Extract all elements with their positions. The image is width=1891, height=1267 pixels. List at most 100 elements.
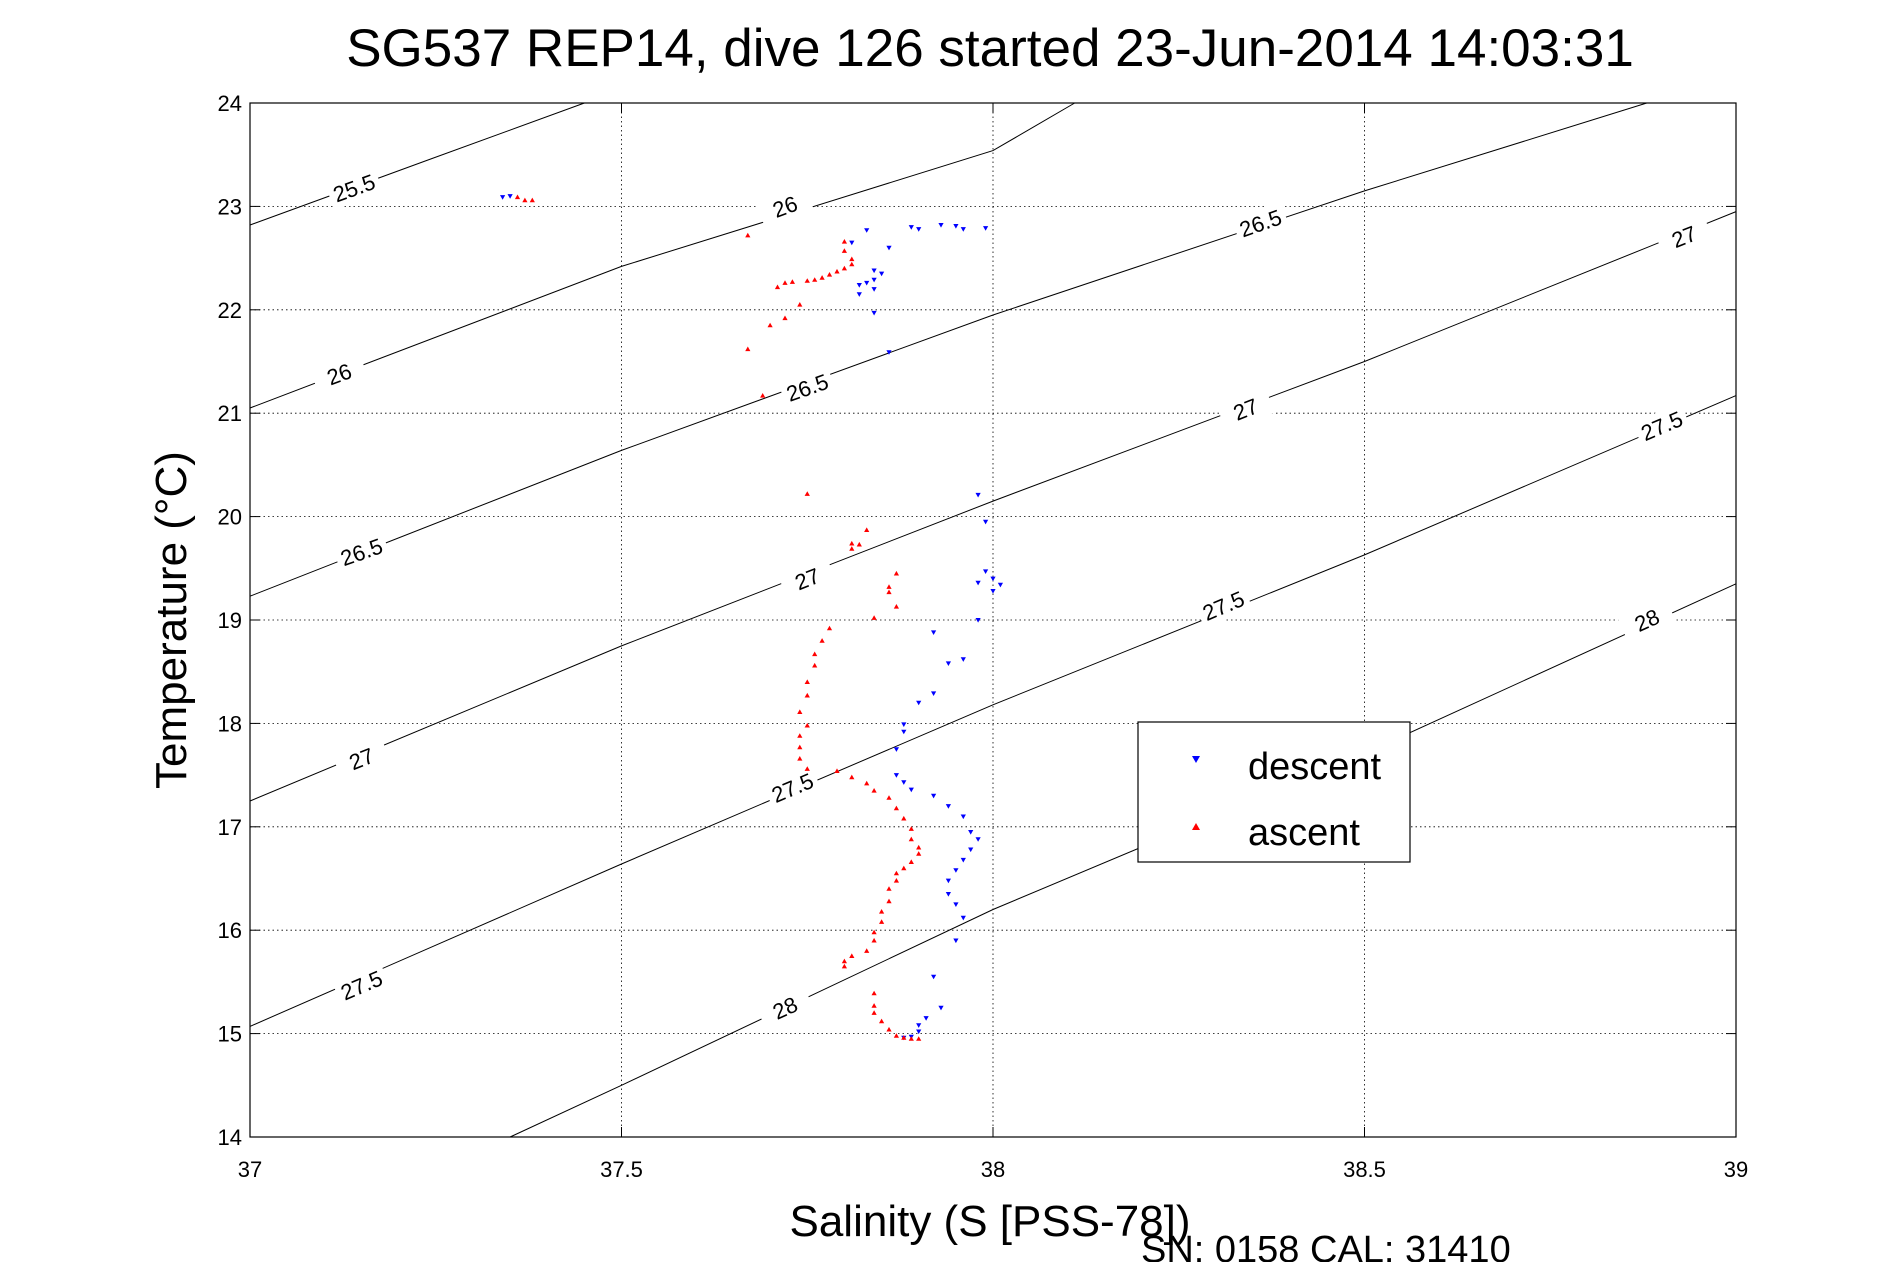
ascent-point xyxy=(849,774,855,780)
ascent-point xyxy=(797,733,803,738)
descent-point xyxy=(893,773,899,778)
ascent-point xyxy=(804,491,810,496)
ascent-point xyxy=(864,780,870,786)
footer-serial-cal: SN: 0158 CAL: 31410 xyxy=(1141,1229,1511,1262)
y-tick-label: 22 xyxy=(218,298,242,323)
ascent-point xyxy=(871,1010,877,1015)
descent-point xyxy=(960,227,966,232)
ascent-point xyxy=(841,963,847,969)
descent-point xyxy=(901,722,907,727)
contour-label-background xyxy=(755,984,815,1032)
x-axis-ticks: 37 37.5 38 38.5 39 xyxy=(238,103,1748,1182)
ascent-point xyxy=(812,277,818,282)
descent-point xyxy=(968,830,974,835)
contour-label-background xyxy=(1231,201,1290,245)
contour-label-background xyxy=(332,735,391,782)
ascent-point xyxy=(849,953,855,958)
ascent-point xyxy=(797,302,803,307)
ascent-point xyxy=(871,937,877,943)
descent-point xyxy=(945,661,951,666)
ascent-point xyxy=(893,1033,899,1038)
ascent-point xyxy=(849,546,855,551)
descent-point xyxy=(856,283,862,288)
x-tick-label: 37 xyxy=(238,1157,262,1182)
descent-point xyxy=(864,228,870,233)
ascent-point xyxy=(871,990,877,996)
descent-point xyxy=(871,310,877,316)
descent-point xyxy=(983,226,989,231)
descent-point xyxy=(983,519,989,525)
contour-label-background xyxy=(332,961,391,1009)
ascent-point xyxy=(797,709,803,714)
ascent-point xyxy=(514,194,521,200)
legend-ascent-marker xyxy=(1192,823,1200,830)
x-tick-label: 38 xyxy=(981,1157,1005,1182)
ascent-point xyxy=(826,625,833,631)
descent-point xyxy=(997,582,1003,588)
ascent-point xyxy=(871,1003,877,1008)
descent-point xyxy=(975,580,981,586)
y-axis-ticks: 14 15 16 17 18 19 20 21 22 23 24 xyxy=(218,91,1736,1150)
ascent-point xyxy=(841,265,847,271)
ascent-point xyxy=(849,261,855,267)
descent-point xyxy=(923,1016,929,1021)
contour-label-background xyxy=(309,351,369,397)
descent-point xyxy=(945,892,951,897)
ascent-point xyxy=(849,256,855,262)
contour-label-background xyxy=(332,529,391,574)
data-points xyxy=(500,194,1003,1041)
descent-point xyxy=(864,280,870,286)
ascent-point xyxy=(782,315,788,321)
ascent-point xyxy=(886,886,892,891)
ascent-point xyxy=(841,958,847,964)
descent-point xyxy=(938,1005,944,1011)
descent-point xyxy=(931,691,937,696)
y-axis-label: Temperature (°C) xyxy=(147,451,196,789)
contour-line-27.5 xyxy=(249,395,1737,1027)
ascent-point xyxy=(879,909,885,914)
ascent-point xyxy=(864,527,870,532)
descent-point xyxy=(990,576,996,582)
ascent-point xyxy=(871,788,877,793)
contour-label-background xyxy=(1216,386,1275,432)
ascent-point xyxy=(760,393,766,398)
legend-descent-label: descent xyxy=(1248,746,1382,788)
descent-point xyxy=(960,814,966,820)
contour-label-background xyxy=(1632,402,1692,449)
descent-point xyxy=(871,268,877,274)
descent-point xyxy=(990,589,996,594)
descent-point xyxy=(960,657,966,662)
descent-point xyxy=(871,277,877,283)
ascent-point xyxy=(767,322,773,328)
ascent-point xyxy=(797,744,803,750)
ascent-point xyxy=(812,651,818,657)
contour-label-background xyxy=(777,556,837,602)
y-tick-label: 15 xyxy=(218,1022,242,1047)
ascent-point xyxy=(879,1018,885,1024)
contour-label-background xyxy=(324,165,384,210)
contour-line-26.5 xyxy=(249,102,1647,597)
contour-label-background xyxy=(1617,596,1677,644)
ascent-point xyxy=(908,836,914,842)
ascent-point xyxy=(886,795,892,800)
descent-point xyxy=(975,618,981,623)
descent-point xyxy=(849,240,855,246)
descent-point xyxy=(938,223,944,228)
ascent-point xyxy=(522,197,528,203)
ascent-point xyxy=(804,766,810,771)
contour-line-27 xyxy=(249,211,1737,802)
grid-lines xyxy=(250,103,1736,1137)
descent-point xyxy=(953,224,959,229)
ascent-point xyxy=(841,239,847,244)
ascent-point xyxy=(841,248,847,253)
descent-point xyxy=(901,729,907,735)
ascent-point xyxy=(789,279,795,284)
descent-point xyxy=(931,630,937,635)
y-tick-label: 16 xyxy=(218,918,242,943)
ascent-point xyxy=(804,679,810,684)
ascent-point xyxy=(804,692,810,698)
descent-point xyxy=(953,902,959,907)
descent-point xyxy=(975,837,981,842)
